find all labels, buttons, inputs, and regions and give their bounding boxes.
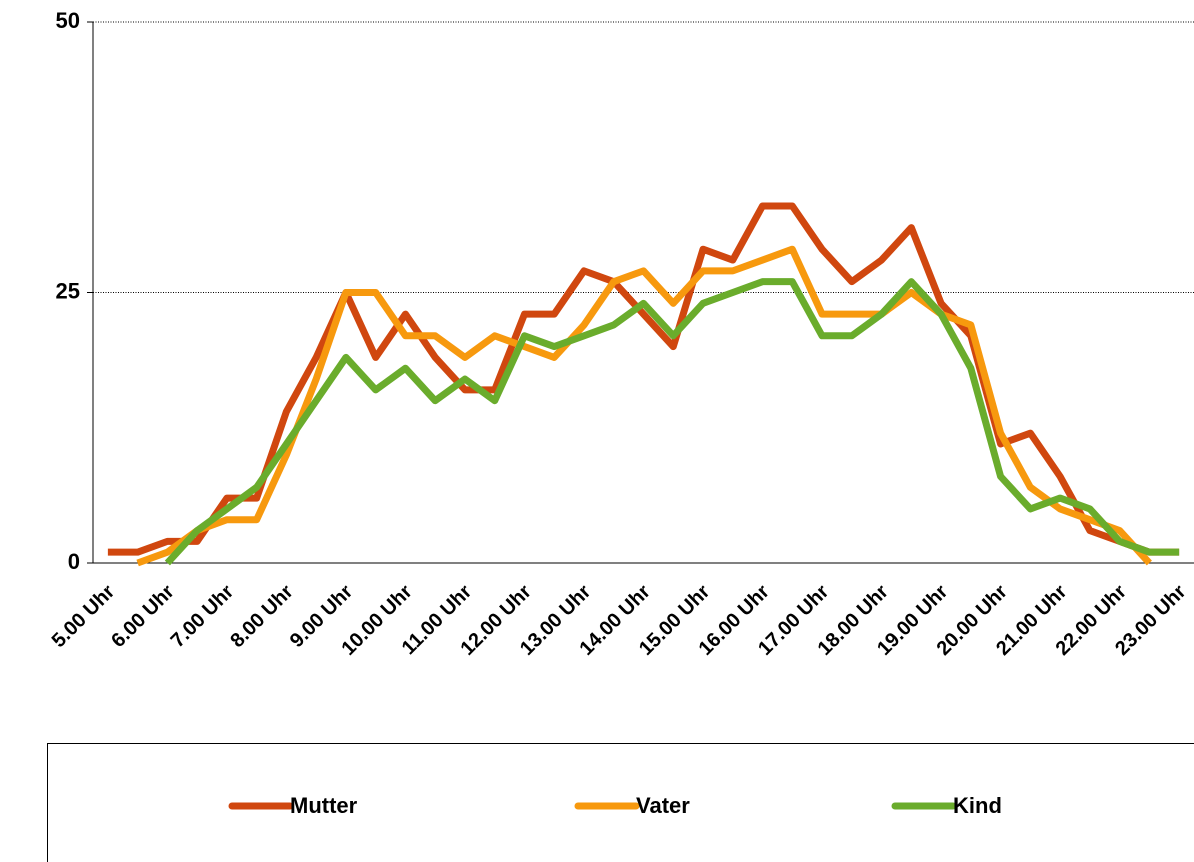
x-tick-label: 5.00 Uhr bbox=[48, 581, 120, 653]
series-line bbox=[107, 202, 1180, 556]
series-line bbox=[164, 278, 1180, 566]
legend-box bbox=[47, 743, 1194, 862]
series-line bbox=[136, 245, 1152, 567]
y-tick-label: 25 bbox=[56, 278, 80, 303]
y-tick-label: 0 bbox=[68, 549, 80, 574]
legend-label: Kind bbox=[953, 793, 1002, 818]
x-tick-label: 6.00 Uhr bbox=[107, 581, 179, 653]
legend-label: Mutter bbox=[290, 793, 358, 818]
legend-label: Vater bbox=[636, 793, 690, 818]
x-tick-label: 8.00 Uhr bbox=[226, 581, 298, 653]
y-tick-label: 50 bbox=[56, 8, 80, 33]
x-tick-label: 7.00 Uhr bbox=[167, 581, 239, 653]
